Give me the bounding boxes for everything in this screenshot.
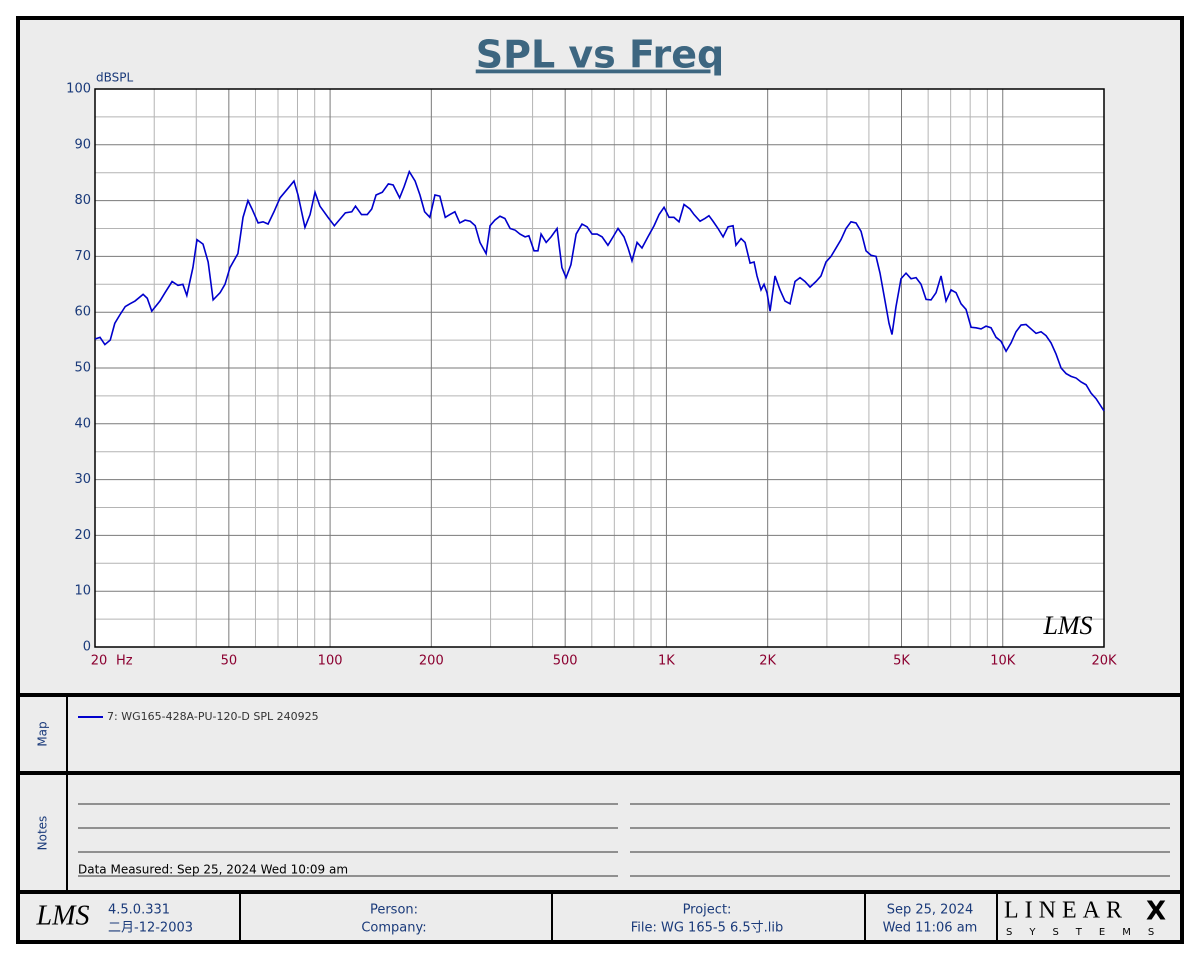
y-tick-label: 40 [74, 416, 91, 431]
y-tick-label: 20 [74, 528, 91, 543]
note-lines [78, 803, 1170, 877]
notes-label: Notes [36, 816, 50, 851]
x-tick-label: 200 [419, 654, 444, 669]
series-line [94, 169, 1105, 412]
x-tick-label: 50 [221, 654, 238, 669]
chart-title: SPL vs Freq [476, 33, 725, 77]
brand: LINEAR [1004, 898, 1128, 924]
brand-mark: X [1146, 897, 1166, 927]
y-tick-label: 100 [66, 82, 91, 97]
brand-sub: SYSTEMS [1006, 927, 1171, 938]
version: 4.5.0.331 [108, 903, 170, 918]
x-tick-label: 2K [759, 654, 776, 669]
y-tick-label: 10 [74, 584, 91, 599]
date: Sep 25, 2024 [887, 903, 974, 918]
project: Project: [683, 903, 732, 918]
footer-dividers [239, 892, 998, 942]
y-tick-label: 90 [74, 137, 91, 152]
version-date: 二月-12-2003 [108, 921, 193, 936]
x-unit: Hz [116, 654, 133, 669]
person: Person: [370, 903, 418, 918]
map-label: Map [36, 721, 50, 746]
y-tick-label: 0 [83, 640, 91, 655]
watermark: LMS [1042, 611, 1092, 640]
y-tick-label: 80 [74, 193, 91, 208]
grid [94, 88, 1105, 648]
measured: Data Measured: Sep 25, 2024 Wed 10:09 am [78, 863, 348, 877]
y-tick-label: 70 [74, 249, 91, 264]
x-tick-label: 500 [553, 654, 578, 669]
company: Company: [361, 921, 426, 936]
y-tick-label: 30 [74, 472, 91, 487]
x-tick-label: 5K [893, 654, 910, 669]
time: Wed 11:06 am [883, 921, 978, 936]
y-tick-label: 50 [74, 361, 91, 376]
x-tick-label: 20 [91, 654, 108, 669]
legend-entry: 7: WG165-428A-PU-120-D SPL 240925 [107, 710, 319, 723]
y-tick-label: 60 [74, 305, 91, 320]
x-tick-label: 10K [990, 654, 1016, 669]
x-tick-label: 20K [1091, 654, 1117, 669]
file: File: WG 165-5 6.5寸.lib [631, 921, 784, 936]
x-tick-label: 100 [318, 654, 343, 669]
footer-logo: LMS [36, 900, 90, 931]
y-label: dBSPL [96, 71, 133, 85]
plot-border [94, 88, 1105, 648]
x-tick-label: 1K [658, 654, 675, 669]
